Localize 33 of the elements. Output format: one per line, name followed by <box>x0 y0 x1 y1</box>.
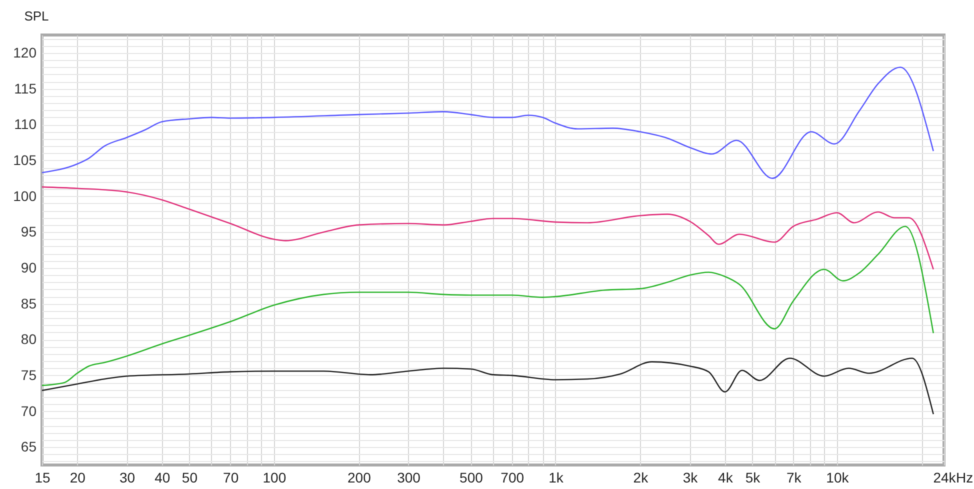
y-tick-label: 115 <box>14 80 37 96</box>
y-tick-label: 100 <box>13 188 37 204</box>
x-tick-label: 200 <box>348 470 372 486</box>
y-tick-label: 75 <box>20 366 37 383</box>
x-tick-label: 24k <box>933 470 957 486</box>
x-tick-label: 30 <box>119 470 136 486</box>
x-tick-label: 15 <box>34 470 50 486</box>
y-tick-label: 90 <box>20 259 37 276</box>
x-tick-label: 700 <box>500 470 524 486</box>
x-tick-label: 100 <box>262 470 286 486</box>
y-tick-label: 105 <box>13 152 37 168</box>
x-tick-label: 300 <box>397 470 421 486</box>
x-tick-label: 500 <box>460 470 484 486</box>
x-tick-label: 7k <box>786 470 802 486</box>
x-tick-label: 50 <box>182 470 198 486</box>
x-tick-label: 4k <box>718 470 734 486</box>
x-tick-label: 70 <box>223 470 239 486</box>
y-tick-label: 120 <box>13 44 37 60</box>
x-tick-label: 5k <box>745 470 762 486</box>
x-tick-label: 1k <box>548 470 564 486</box>
x-tick-label: 2k <box>633 470 650 486</box>
x-tick-label: 10k <box>826 470 850 486</box>
y-tick-label: 110 <box>14 116 37 132</box>
y-tick-label: 80 <box>20 331 37 348</box>
y-tick-label: 85 <box>20 295 37 312</box>
y-tick-label: 65 <box>20 438 37 455</box>
x-tick-label: 3k <box>682 470 699 486</box>
y-tick-label: 70 <box>20 402 37 419</box>
x-axis-title: Hz <box>956 470 974 486</box>
x-tick-label: 40 <box>154 470 170 486</box>
x-tick-label: 20 <box>70 470 86 486</box>
y-axis-title: SPL <box>24 8 49 24</box>
y-tick-label: 95 <box>20 224 37 240</box>
